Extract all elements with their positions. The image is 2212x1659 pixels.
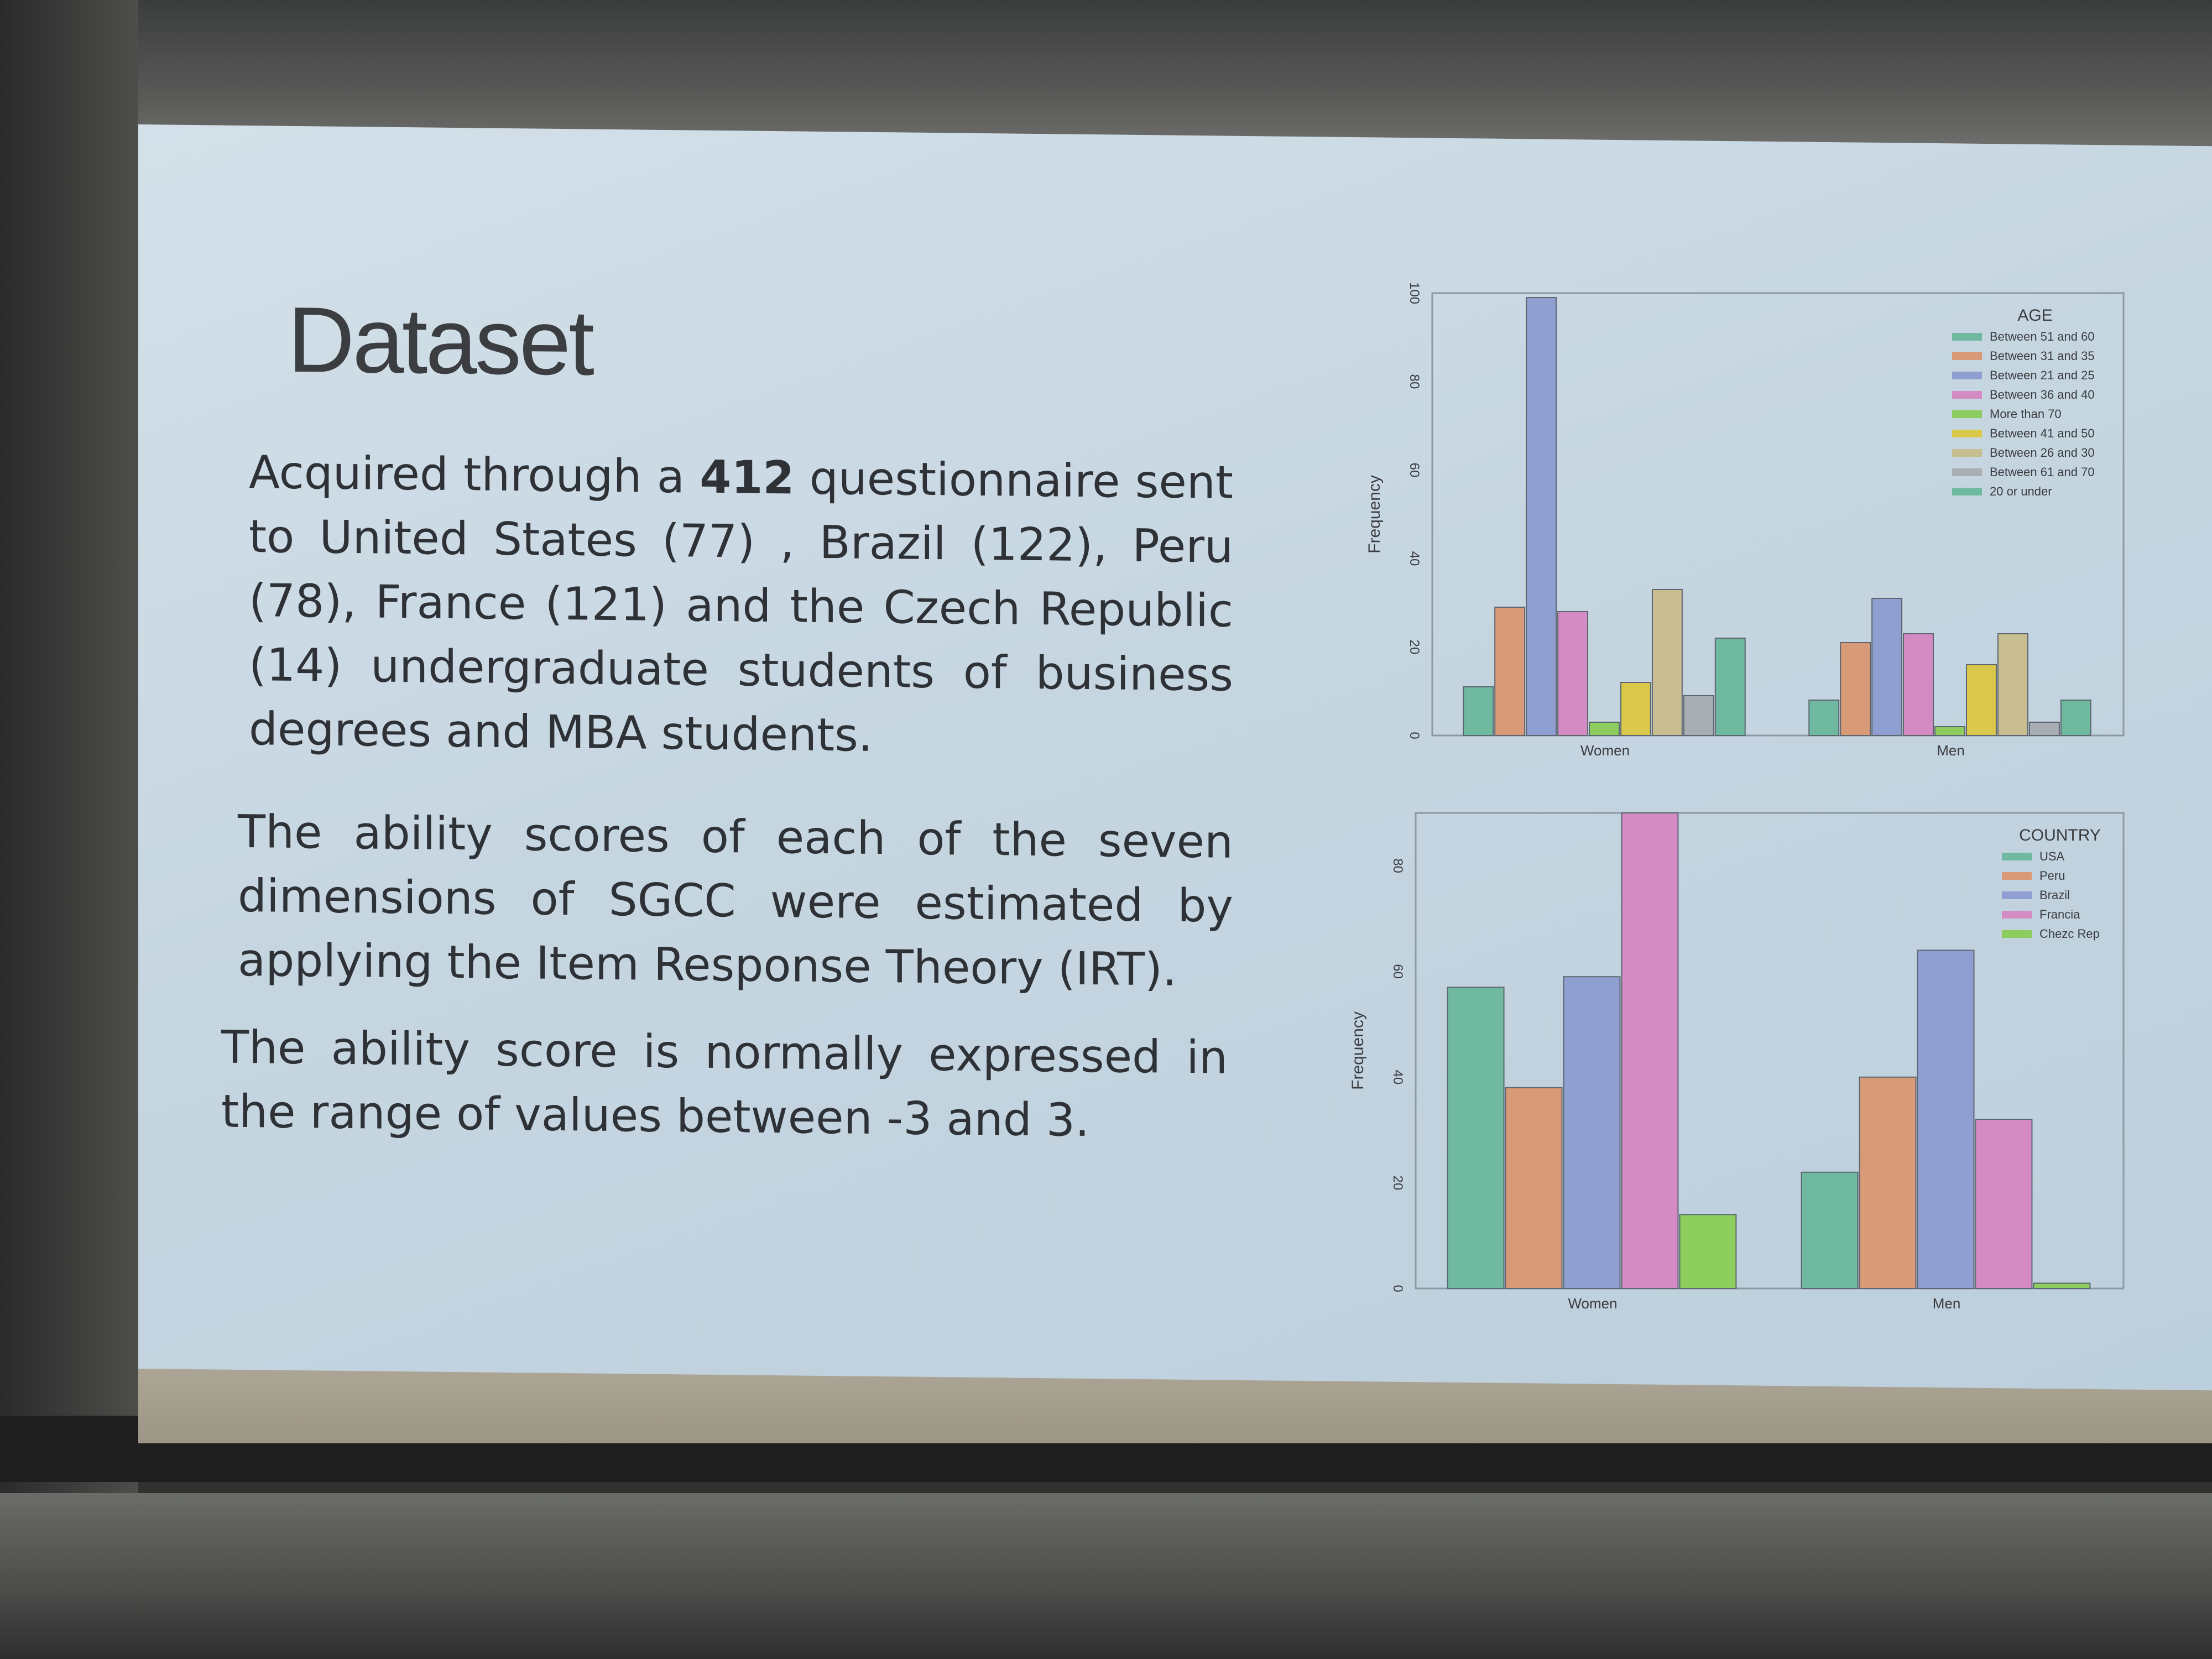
age-plot-frame xyxy=(1431,292,2125,737)
age-bar xyxy=(2028,722,2060,736)
age-bar xyxy=(1620,682,1651,736)
age-ytick-label: 100 xyxy=(1407,282,1422,304)
age-legend-label: Between 41 and 50 xyxy=(1990,426,2095,440)
country-legend-swatch xyxy=(2002,872,2032,880)
country-legend-title: COUNTRY xyxy=(2019,826,2101,844)
room-floor-strip xyxy=(0,1493,2212,1659)
age-legend-title: AGE xyxy=(2017,306,2052,325)
age-legend-swatch xyxy=(1952,488,1982,495)
country-frequency-chart: 0 20 40 60 80 Frequency Women Men COUNTRY USA Peru… xyxy=(1327,796,2135,1338)
age-bar xyxy=(1494,607,1526,736)
age-bar xyxy=(1965,664,1997,736)
age-legend-swatch xyxy=(1952,430,1982,437)
age-bar xyxy=(1651,589,1683,736)
age-bar xyxy=(1871,598,1903,736)
country-legend-label: Chezc Rep xyxy=(2039,927,2100,941)
age-legend-label: Between 61 and 70 xyxy=(1990,465,2095,479)
country-plot-frame xyxy=(1415,812,2125,1290)
room-wall-left xyxy=(0,0,138,1521)
age-ytick-label: 60 xyxy=(1407,463,1422,478)
age-ytick-label: 80 xyxy=(1407,374,1422,389)
age-legend-swatch xyxy=(1952,449,1982,457)
country-bar xyxy=(1505,1087,1563,1290)
age-legend-swatch xyxy=(1952,468,1982,476)
slide-title: Dataset xyxy=(288,287,592,395)
age-frequency-chart: 0 20 40 60 80 100 Frequency Women Men AGE Between … xyxy=(1344,276,2135,785)
country-ytick-label: 20 xyxy=(1390,1176,1405,1191)
age-bar xyxy=(1997,633,2028,736)
ability-range-description: The ability score is normally expressed … xyxy=(221,1021,1228,1147)
age-legend-swatch xyxy=(1952,352,1982,360)
country-ytick-label: 40 xyxy=(1390,1070,1405,1084)
age-legend-label: Between 31 and 35 xyxy=(1990,349,2095,363)
description-text-start: Acquired through a xyxy=(249,446,700,504)
age-bar xyxy=(1589,722,1620,736)
age-xtick-label: Women xyxy=(1580,742,1630,759)
country-legend-swatch xyxy=(2002,891,2032,899)
age-xtick-label: Men xyxy=(1937,742,1965,759)
age-ytick-label: 20 xyxy=(1407,640,1422,655)
country-legend-label: USA xyxy=(2039,849,2065,863)
age-bar xyxy=(1526,297,1557,736)
age-bar xyxy=(1557,611,1589,736)
age-bar xyxy=(1463,686,1494,736)
country-legend-swatch xyxy=(2002,911,2032,919)
age-legend-label: Between 51 and 60 xyxy=(1990,330,2095,343)
age-bar xyxy=(1714,638,1746,736)
age-ytick-label: 40 xyxy=(1407,551,1422,566)
country-xtick-label: Men xyxy=(1933,1295,1961,1312)
country-legend-swatch xyxy=(2002,930,2032,938)
country-legend-swatch xyxy=(2002,853,2032,860)
country-xtick-label: Women xyxy=(1568,1295,1617,1312)
country-ylabel: Frequency xyxy=(1349,1011,1367,1090)
age-bar xyxy=(1934,726,1965,736)
country-ytick-label: 0 xyxy=(1390,1285,1405,1292)
country-bar xyxy=(1563,976,1621,1289)
country-legend-label: Peru xyxy=(2039,869,2065,883)
country-legend-label: Brazil xyxy=(2039,888,2070,902)
country-ytick-label: 60 xyxy=(1390,964,1405,979)
age-legend-swatch xyxy=(1952,372,1982,379)
age-ytick-label: 0 xyxy=(1407,732,1422,739)
questionnaire-count: 412 xyxy=(700,451,795,505)
country-ytick-label: 80 xyxy=(1390,858,1405,873)
age-legend-swatch xyxy=(1952,391,1982,399)
country-bar xyxy=(1447,987,1505,1290)
dataset-description: Acquired through a 412 questionnaire sen… xyxy=(249,441,1233,772)
age-legend-label: Between 26 and 30 xyxy=(1990,446,2095,460)
age-legend-label: Between 36 and 40 xyxy=(1990,388,2095,401)
country-bar xyxy=(1621,812,1679,1289)
irt-description: The ability scores of each of the seven … xyxy=(238,805,1233,997)
age-legend-swatch xyxy=(1952,410,1982,418)
country-bar xyxy=(1801,1171,1859,1289)
age-legend-label: More than 70 xyxy=(1990,407,2062,421)
age-chart-svg: 0 20 40 60 80 100 Frequency Women Men AGE Between … xyxy=(1365,282,2125,759)
age-legend-swatch xyxy=(1952,333,1982,341)
country-legend-label: Francia xyxy=(2039,907,2080,921)
age-bar xyxy=(1808,700,1840,736)
country-bar xyxy=(1917,950,1975,1289)
age-bar xyxy=(1840,642,1871,736)
age-bar xyxy=(1903,633,1934,736)
age-bar xyxy=(2060,700,2091,736)
age-legend-label: Between 21 and 25 xyxy=(1990,368,2095,382)
country-chart-svg: 0 20 40 60 80 Frequency Women Men COUNTRY USA Peru… xyxy=(1349,812,2125,1312)
country-bar xyxy=(1859,1076,1917,1289)
country-bar xyxy=(1975,1119,2033,1289)
age-legend-label: 20 or under xyxy=(1990,484,2052,498)
country-bar xyxy=(2033,1282,2091,1290)
age-bar xyxy=(1683,695,1714,736)
age-ylabel: Frequency xyxy=(1365,475,1384,554)
country-bar xyxy=(1679,1214,1737,1289)
